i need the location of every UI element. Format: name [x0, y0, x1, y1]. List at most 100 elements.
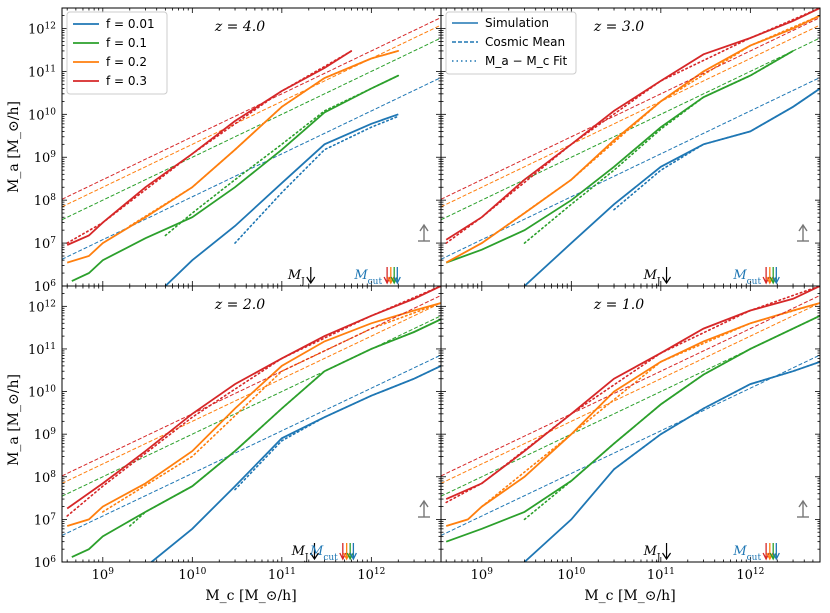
- fit-line: [613, 87, 820, 211]
- y-tick-label: 106: [34, 279, 57, 295]
- x-tick-label: 109: [471, 567, 494, 583]
- mj-label: MJ: [291, 544, 309, 563]
- legend-label: f = 0.2: [106, 55, 147, 69]
- mj-label: MJ: [643, 544, 661, 563]
- simulation-line: [150, 365, 441, 562]
- cosmic-mean-line: [62, 24, 441, 208]
- cosmic-mean-line: [62, 37, 441, 221]
- cosmic-mean-line: [441, 17, 820, 200]
- cosmic-mean-line: [441, 302, 820, 484]
- plot-area: [441, 286, 820, 562]
- mcut-label: Mcut: [309, 544, 338, 563]
- mcut-arrow-head-icon: [769, 276, 777, 285]
- fit-line: [66, 286, 441, 517]
- y-tick-label: 1012: [28, 299, 56, 315]
- y-tick-label: 1011: [28, 342, 56, 358]
- fit-line: [234, 365, 441, 491]
- mcut-arrow-head-icon: [346, 552, 354, 561]
- mcut-arrow-head-icon: [772, 552, 780, 561]
- simulation-line: [71, 74, 399, 282]
- y-tick-label: 108: [34, 193, 57, 209]
- x-axis-label: M_c [M_⊙/h]: [584, 588, 675, 604]
- simulation-line: [523, 360, 820, 562]
- x-tick-label: 1012: [736, 567, 764, 583]
- y-tick-label: 107: [34, 512, 57, 528]
- legend-f: [66, 11, 168, 95]
- x-tick-label: 1010: [557, 567, 585, 583]
- up-arrow-head-icon: [798, 499, 808, 508]
- simulation-line: [445, 14, 820, 264]
- plot-area: [441, 8, 820, 286]
- fit-line: [66, 50, 353, 244]
- cosmic-mean-line: [441, 37, 820, 221]
- simulation-line: [66, 50, 399, 264]
- y-tick-label: 107: [34, 236, 57, 252]
- mcut-arrow-head-icon: [772, 276, 780, 285]
- cosmic-mean-line: [62, 354, 441, 536]
- cosmic-mean-line: [62, 77, 441, 260]
- panel-3: 109 1010 1011 1012 106 107 108 109 1010 1011 1012 z…: [28, 285, 442, 583]
- cosmic-mean-line: [441, 77, 820, 260]
- panel-title: z = 1.0: [593, 297, 644, 313]
- cosmic-mean-line: [62, 302, 441, 484]
- legend-label: Cosmic Mean: [485, 35, 565, 49]
- legend-label: f = 0.01: [106, 17, 155, 31]
- up-arrow-head-icon: [419, 499, 429, 508]
- fit-line: [613, 361, 820, 471]
- y-tick-label: 109: [34, 150, 57, 166]
- panel-2: z = 3.0MJ Mcut: [440, 7, 821, 287]
- x-tick-label: 1012: [357, 567, 385, 583]
- mj-arrow-head-icon: [662, 276, 672, 285]
- mj-label: MJ: [643, 268, 661, 287]
- y-tick-label: 1010: [28, 107, 56, 123]
- x-tick-label: 1011: [268, 567, 296, 583]
- axes-frame: [61, 285, 442, 563]
- cosmic-mean-line: [441, 295, 820, 477]
- y-axis-label: M_a [M_⊙/h]: [6, 374, 22, 466]
- legend-label: f = 0.3: [106, 74, 147, 88]
- simulation-line: [66, 50, 352, 246]
- x-axis-label: M_c [M_⊙/h]: [205, 588, 296, 604]
- simulation-line: [66, 286, 441, 510]
- y-tick-label: 108: [34, 470, 57, 486]
- legend-label: M_a − M_c Fit: [485, 54, 568, 68]
- fit-line: [481, 302, 820, 508]
- cosmic-mean-line: [62, 295, 441, 477]
- x-tick-label: 109: [92, 567, 115, 583]
- mcut-arrow-head-icon: [349, 552, 357, 561]
- simulation-line: [164, 113, 399, 286]
- fit-line: [234, 115, 400, 244]
- mj-arrow-head-icon: [309, 552, 319, 561]
- axes-frame: [440, 285, 821, 563]
- mj-arrow-head-icon: [306, 276, 316, 285]
- y-axis-label: M_a [M_⊙/h]: [6, 101, 22, 193]
- legend-style: [445, 11, 577, 75]
- simulation-line: [445, 286, 820, 500]
- mj-arrow-head-icon: [662, 552, 672, 561]
- panel-title: z = 4.0: [214, 19, 265, 35]
- fit-line: [102, 302, 441, 513]
- cosmic-mean-line: [62, 17, 441, 200]
- panel-title: z = 3.0: [593, 19, 644, 35]
- simulation-line: [523, 87, 820, 286]
- mcut-arrow-head-icon: [390, 276, 398, 285]
- cosmic-mean-line: [441, 354, 820, 536]
- x-tick-label: 1010: [178, 567, 206, 583]
- y-tick-label: 1012: [28, 21, 56, 37]
- mcut-arrow-head-icon: [769, 552, 777, 561]
- plot-area: [62, 17, 441, 286]
- plot-area: [62, 286, 441, 562]
- simulation-line: [445, 302, 820, 527]
- simulation-line: [66, 302, 441, 527]
- x-tick-label: 1011: [647, 567, 675, 583]
- mcut-arrow-head-icon: [393, 276, 401, 285]
- y-tick-label: 106: [34, 555, 57, 571]
- y-tick-label: 109: [34, 427, 57, 443]
- legend-label: Simulation: [485, 16, 549, 30]
- simulation-line: [71, 318, 441, 558]
- legend-label: f = 0.1: [106, 36, 147, 50]
- up-arrow-head-icon: [419, 223, 429, 232]
- up-arrow-head-icon: [798, 223, 808, 232]
